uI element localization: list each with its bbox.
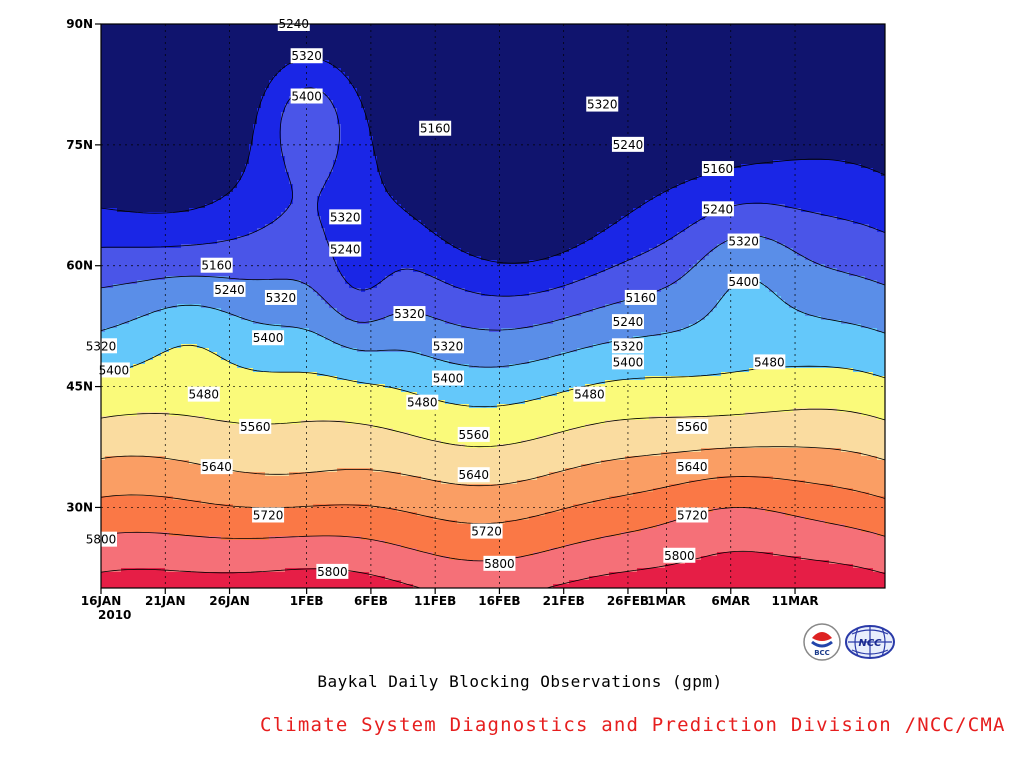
contour-label: 5480 (406, 395, 438, 410)
x-year-label: 2010 (98, 608, 131, 622)
contour-label: 5240 (329, 242, 361, 257)
credit-line: Climate System Diagnostics and Predictio… (260, 714, 1006, 736)
y-tick-label: 60N (66, 259, 93, 273)
contour-label: 5320 (586, 97, 618, 112)
x-tick-label: 16FEB (478, 594, 520, 608)
contour-label: 5320 (612, 338, 644, 353)
contour-label: 5320 (265, 290, 297, 305)
y-tick-label: 75N (66, 138, 93, 152)
contour-label: 5480 (573, 387, 605, 402)
contour-label: 5240 (702, 201, 734, 216)
y-axis: 30N 45N 60N 75N 90N (66, 17, 101, 514)
contour-label: 5400 (728, 274, 760, 289)
x-tick-label: 21FEB (543, 594, 585, 608)
y-tick-label: 30N (66, 500, 93, 514)
x-axis: 16JAN 21JAN 26JAN 1FEB 6FEB 11FEB 16FEB 21FEB 26… (81, 588, 819, 608)
y-tick-label: 90N (66, 17, 93, 31)
contour-label: 5560 (239, 419, 271, 434)
contour-label: 5320 (329, 209, 361, 224)
contour-label: 5720 (676, 507, 708, 522)
contour-label: 5320 (728, 234, 760, 249)
contour-fills (101, 24, 886, 589)
contour-label: 5160 (625, 290, 657, 305)
contour-label: 5560 (458, 427, 490, 442)
contour-label: 5720 (252, 507, 284, 522)
ncc-logo-icon: NCC (846, 626, 894, 658)
contour-label: 5400 (98, 362, 130, 377)
x-tick-label: 1MAR (647, 594, 686, 608)
chart-caption: Baykal Daily Blocking Observations (gpm) (0, 672, 1024, 691)
contour-label: 5800 (483, 556, 515, 571)
contour-label: 5800 (663, 548, 695, 563)
contour-label: 5720 (471, 524, 503, 539)
contour-label: 5640 (676, 459, 708, 474)
contour-label: 5400 (252, 330, 284, 345)
x-tick-label: 21JAN (145, 594, 186, 608)
contour-label: 5240 (214, 282, 246, 297)
x-tick-label: 6MAR (711, 594, 750, 608)
x-tick-label: 26JAN (209, 594, 250, 608)
contour-label: 5800 (316, 564, 348, 579)
x-tick-label: 16JAN (81, 594, 122, 608)
contour-label: 5160 (201, 258, 233, 273)
contour-label: 5320 (432, 338, 464, 353)
contour-label: 5240 (612, 314, 644, 329)
contour-label: 5160 (702, 161, 734, 176)
x-tick-label: 1FEB (290, 594, 324, 608)
contour-label: 5480 (753, 354, 785, 369)
x-tick-label: 26FEB (607, 594, 649, 608)
contour-label: 5400 (432, 371, 464, 386)
contour-label: 5640 (201, 459, 233, 474)
contour-label: 5320 (393, 306, 425, 321)
contour-label: 5400 (291, 89, 323, 104)
contour-chart: 5800532054005480556056405720580051605240… (0, 0, 1024, 670)
contour-label: 5320 (291, 48, 323, 63)
contour-label: 5560 (676, 419, 708, 434)
contour-label: 5400 (612, 354, 644, 369)
contour-label: 5640 (458, 467, 490, 482)
y-tick-label: 45N (66, 380, 93, 394)
contour-label: 5240 (612, 137, 644, 152)
x-tick-label: 11FEB (414, 594, 456, 608)
bcc-logo-icon: BCC (804, 624, 840, 660)
contour-label: 5160 (419, 121, 451, 136)
x-tick-label: 11MAR (771, 594, 818, 608)
logos: BCC NCC (800, 620, 900, 664)
contour-label: 5480 (188, 387, 220, 402)
x-tick-label: 6FEB (354, 594, 388, 608)
